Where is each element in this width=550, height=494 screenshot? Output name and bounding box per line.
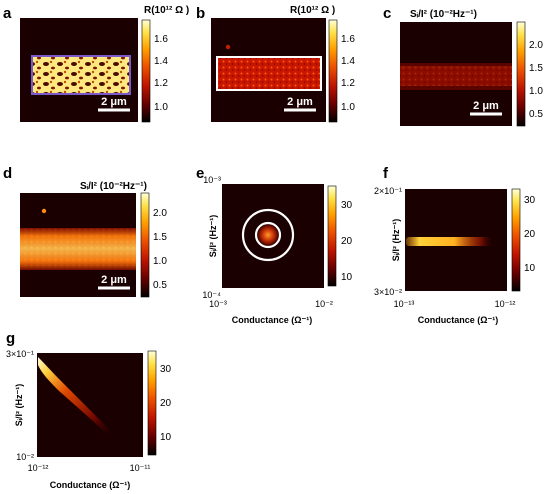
panel-label: f (383, 165, 389, 182)
colorbar-tick: 1.0 (154, 102, 168, 113)
mapped-region-texture (400, 66, 512, 86)
region-outline (31, 55, 131, 95)
colorbar-tick: 1.5 (153, 232, 167, 243)
colorbar-tick: 2.0 (529, 40, 543, 51)
scale-bar-label: 2 μm (473, 100, 499, 112)
y-axis-label: Sᵢ/I² (Hz⁻¹) (391, 219, 401, 262)
panel-f: f 2×10⁻¹ 3×10⁻² 10⁻¹³ 10⁻¹² Conductance … (374, 165, 536, 325)
colorbar-tick: 20 (341, 236, 353, 247)
x-tick: 10⁻¹² (28, 463, 49, 473)
colorbar-tick: 1.4 (341, 56, 355, 67)
x-axis-label: Conductance (Ω⁻¹) (418, 315, 498, 325)
colorbar (328, 19, 338, 123)
colorbar (140, 192, 150, 298)
x-tick: 10⁻¹¹ (130, 463, 151, 473)
x-tick: 10⁻² (315, 299, 333, 309)
colorbar-tick: 1.5 (529, 63, 543, 74)
y-tick: 10⁻² (16, 452, 34, 462)
inner-ring (254, 221, 282, 249)
colorbar (511, 188, 521, 292)
colorbar-tick: 30 (341, 200, 353, 211)
y-tick: 3×10⁻¹ (6, 349, 34, 359)
colorbar (141, 19, 151, 123)
y-axis-label: Sᵢ/I² (Hz⁻¹) (208, 215, 218, 258)
panel-label: e (196, 165, 204, 182)
colorbar-tick: 1.2 (341, 78, 355, 89)
panel-d: d 2 μm Sᵢ/I² (10⁻²Hz⁻¹) 2.0 1.5 1.0 0.5 (3, 165, 167, 298)
y-axis-label: Sᵢ/I² (Hz⁻¹) (14, 384, 24, 427)
scale-bar-label: 2 μm (101, 96, 127, 108)
colorbar-tick: 0.5 (153, 280, 167, 291)
colorbar-tick: 1.2 (154, 78, 168, 89)
data-streak (38, 357, 112, 436)
y-tick: 2×10⁻¹ (374, 186, 402, 196)
colorbar-title: R(10¹² Ω ) (144, 5, 189, 16)
colorbar-tick: 1.0 (341, 102, 355, 113)
colorbar-tick: 2.0 (153, 208, 167, 219)
colorbar-tick: 20 (524, 229, 536, 240)
colorbar (516, 21, 526, 127)
panel-a: a 2 μm R(10¹² Ω ) 1.6 1.4 1.2 1.0 (3, 5, 189, 123)
panel-c: c 2 μm Sᵢ/I² (10⁻²Hz⁻¹) 2.0 1.5 1.0 0.5 (383, 5, 543, 127)
colorbar-tick: 30 (524, 195, 536, 206)
data-cluster (257, 224, 279, 246)
colorbar-tick: 1.6 (341, 34, 355, 45)
defect-spot (225, 44, 231, 50)
panel-b: b 2 μm R(10¹² Ω ) 1.6 1.4 1.2 1.0 (196, 5, 355, 123)
colorbar-title: Sᵢ/I² (10⁻²Hz⁻¹) (410, 9, 477, 20)
mapped-region (32, 56, 130, 94)
colorbar-tick: 20 (160, 398, 172, 409)
y-tick: 10⁻³ (203, 175, 221, 185)
panel-label: g (6, 330, 15, 347)
y-tick: 3×10⁻² (374, 287, 402, 297)
colorbar (147, 350, 157, 456)
colorbar-tick: 1.0 (153, 256, 167, 267)
y-tick: 10⁻⁴ (202, 290, 221, 300)
noise-histogram (37, 353, 143, 457)
defect-spot (41, 208, 47, 214)
data-band (406, 237, 494, 246)
colorbar (327, 185, 337, 287)
colorbar-tick: 30 (160, 364, 172, 375)
colorbar-tick: 10 (160, 432, 172, 443)
x-tick: 10⁻³ (209, 299, 227, 309)
x-axis-label: Conductance (Ω⁻¹) (50, 480, 130, 490)
scale-bar-label: 2 μm (287, 96, 313, 108)
outer-ring (241, 208, 295, 262)
panel-label: d (3, 165, 12, 182)
region-outline (216, 56, 322, 91)
colorbar-tick: 10 (524, 263, 536, 274)
panel-label: c (383, 5, 391, 22)
mapped-region (217, 57, 321, 90)
x-axis-label: Conductance (Ω⁻¹) (232, 315, 312, 325)
colorbar-title: Sᵢ/I² (10⁻²Hz⁻¹) (80, 181, 147, 192)
panel-g: g 3×10⁻¹ 10⁻² 10⁻¹² 10⁻¹¹ Conductance (Ω… (6, 330, 172, 490)
colorbar-title: R(10¹² Ω ) (290, 5, 335, 16)
colorbar-tick: 10 (341, 272, 353, 283)
scale-bar-label: 2 μm (101, 274, 127, 286)
colorbar-tick: 1.4 (154, 56, 168, 67)
x-tick: 10⁻¹² (495, 299, 516, 309)
panel-label: a (3, 5, 12, 22)
colorbar-tick: 1.0 (529, 86, 543, 97)
mapped-region-texture (20, 228, 136, 270)
panel-e: e 10⁻³ 10⁻⁴ 10⁻³ 10⁻² Conductance (Ω⁻¹) … (196, 165, 353, 325)
colorbar-tick: 0.5 (529, 109, 543, 120)
panel-label: b (196, 5, 205, 22)
x-tick: 10⁻¹³ (394, 299, 415, 309)
colorbar-tick: 1.6 (154, 34, 168, 45)
